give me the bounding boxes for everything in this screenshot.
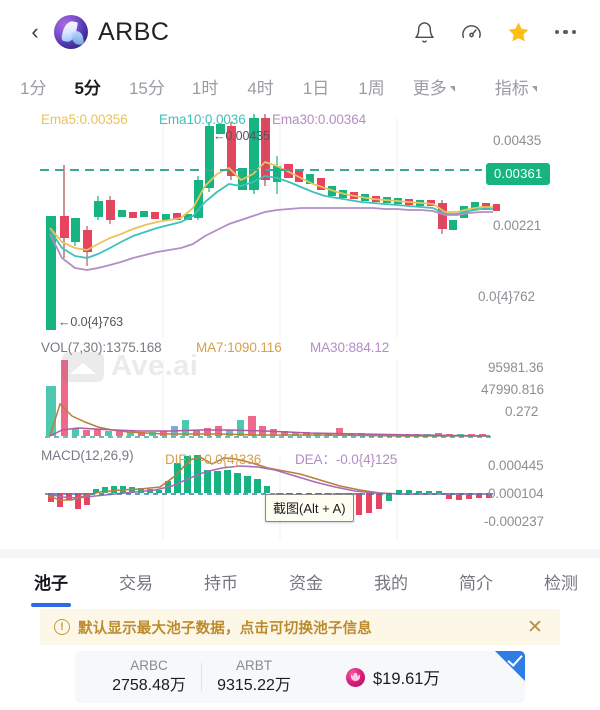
tab-wode[interactable]: 我的 <box>374 573 408 593</box>
notice-text: 默认显示最大池子数据，点击可切换池子信息 <box>78 620 372 637</box>
volume-label: VOL(7,30):1375.168 <box>41 340 162 355</box>
page-title: ARBC <box>98 17 170 46</box>
high-annotation: ←0.00435 <box>213 129 270 143</box>
tab-jianjie[interactable]: 简介 <box>459 573 493 593</box>
exclamation-circle-icon: ! <box>54 619 70 635</box>
volume-axis-top: 95981.36 <box>488 360 544 375</box>
current-price-badge[interactable]: 0.00361 <box>486 163 551 185</box>
macd-axis-bottom: -0.000237 <box>484 514 544 529</box>
ema5-line <box>49 161 493 251</box>
macd-axis-mid: 0.000104 <box>488 486 544 501</box>
macd-axis-top: 0.000445 <box>488 458 544 473</box>
token-coin-icon <box>346 667 365 687</box>
timeframe-15m[interactable]: 15分 <box>128 78 165 98</box>
tab-chizi[interactable]: 池子 <box>34 569 68 594</box>
ema10-line <box>49 175 493 259</box>
timeframe-1m[interactable]: 1分 <box>20 78 47 98</box>
gauge-icon[interactable] <box>459 19 485 45</box>
arbc-token-logo-icon <box>54 15 88 49</box>
token-b-label: ARBT <box>235 658 272 674</box>
volume-axis-mid: 47990.816 <box>481 382 544 397</box>
timeframe-4h[interactable]: 4时 <box>247 78 274 98</box>
verified-check-ribbon-icon <box>495 651 525 681</box>
bottom-tab-bar: 池子 交易 持币 资金 我的 简介 检测 <box>0 558 600 604</box>
volume-series <box>46 360 486 436</box>
star-icon[interactable] <box>506 19 532 45</box>
tab-jiaoyi[interactable]: 交易 <box>119 573 153 593</box>
pool-data-card[interactable]: ARBC 2758.48万 ARBT 9315.22万 $19.61万 <box>75 651 525 703</box>
bell-icon[interactable] <box>412 19 438 45</box>
token-a-label: ARBC <box>130 658 168 674</box>
timeframe-1d[interactable]: 1日 <box>302 78 330 98</box>
header-actions <box>412 19 579 45</box>
section-divider <box>0 549 600 558</box>
token-b-value: 9315.22万 <box>217 677 291 695</box>
tab-chibi[interactable]: 持币 <box>204 573 238 593</box>
price-axis-mid: 0.00221 <box>493 218 542 233</box>
ema5-label: Ema5:0.00356 <box>41 112 128 127</box>
timeframe-bar: 1分 5分 15分 1时 4时 1日 1周 更多 指标 <box>0 64 600 108</box>
close-icon[interactable]: ✕ <box>527 616 543 638</box>
screenshot-tooltip[interactable]: 截图(Alt + A) <box>265 494 354 522</box>
volume-ma30-label: MA30:884.12 <box>310 340 390 355</box>
chevron-down-icon <box>449 86 455 92</box>
page-header: ‹ ARBC <box>0 0 600 64</box>
price-axis-bottom: 0.0{4}762 <box>478 289 535 304</box>
low-annotation: ←0.0{4}763 <box>58 315 124 329</box>
pool-usd-value: $19.61万 <box>346 665 440 689</box>
macd-dif-label: DIF：-0.0{4}336 <box>165 452 262 467</box>
ema30-label: Ema30:0.00364 <box>272 112 367 127</box>
macd-label: MACD(12,26,9) <box>41 448 134 463</box>
ema30-line <box>49 207 493 271</box>
volume-ma30-line <box>49 427 491 437</box>
pool-token-a: ARBC 2758.48万 <box>97 657 201 697</box>
volume-ma7-line <box>49 402 490 437</box>
chart-area[interactable]: Ave.ai Ema5:0.00356 Ema10:0.0036 Ema30:0… <box>0 108 600 550</box>
chart-canvas <box>40 114 500 540</box>
chevron-down-icon <box>531 86 537 92</box>
price-axis-top: 0.00435 <box>493 133 542 148</box>
timeframe-5m[interactable]: 5分 <box>74 78 101 98</box>
more-icon[interactable] <box>553 29 579 35</box>
timeframe-1w[interactable]: 1周 <box>358 78 385 98</box>
timeframe-1h[interactable]: 1时 <box>191 78 219 98</box>
ema10-label: Ema10:0.0036 <box>159 112 246 127</box>
indicator-dropdown[interactable]: 指标 <box>495 74 537 99</box>
volume-ma7-label: MA7:1090.116 <box>196 340 282 355</box>
volume-axis-bottom: 0.272 <box>505 404 539 419</box>
tab-jiance[interactable]: 检测 <box>544 573 578 593</box>
notice-banner[interactable]: ! 默认显示最大池子数据，点击可切换池子信息 ✕ <box>40 609 560 645</box>
macd-dea-label: DEA：-0.0{4}125 <box>295 452 398 467</box>
timeframe-more-dropdown[interactable]: 更多 <box>413 74 455 99</box>
usd-value-text: $19.61万 <box>373 670 440 688</box>
back-icon[interactable]: ‹ <box>31 19 39 44</box>
card-divider <box>201 663 202 691</box>
token-a-value: 2758.48万 <box>112 677 186 695</box>
tab-zijin[interactable]: 资金 <box>289 573 323 593</box>
candlestick-series <box>46 114 500 330</box>
pool-token-b: ARBT 9315.22万 <box>202 657 306 697</box>
